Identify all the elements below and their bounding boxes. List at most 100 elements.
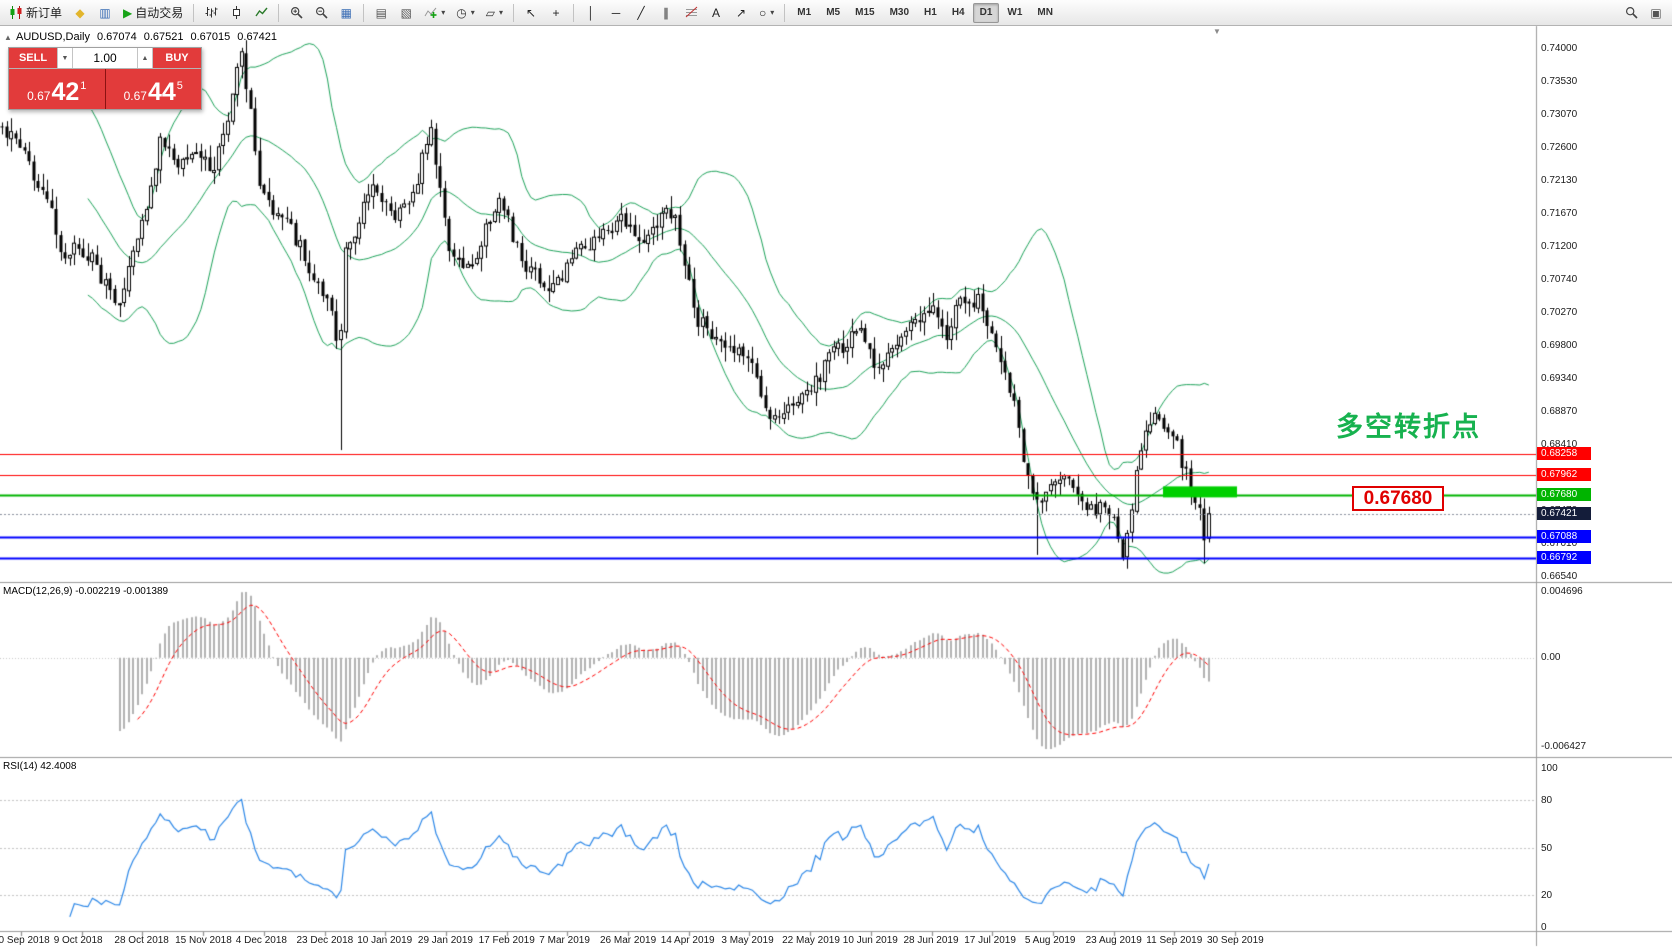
date-axis-label: 17 Feb 2019 <box>478 935 535 946</box>
toolbar-separator <box>784 3 786 22</box>
price-line-label: 0.66792 <box>1537 551 1591 564</box>
text-icon: A <box>712 5 721 20</box>
volume-input[interactable] <box>73 48 137 68</box>
search-button[interactable] <box>1619 2 1643 24</box>
vertical-line-button[interactable]: │ <box>579 2 603 24</box>
volume-down-button[interactable]: ▼ <box>57 48 73 68</box>
autotrading-button[interactable]: ▶ 自动交易 <box>118 2 188 24</box>
price-axis-tick: 0.71670 <box>1541 208 1578 219</box>
timeframe-h1-button[interactable]: H1 <box>924 7 937 18</box>
text-button[interactable]: A <box>704 2 728 24</box>
crosshair-icon: + <box>552 5 560 20</box>
date-axis-label: 11 Sep 2019 <box>1146 935 1203 946</box>
timeframe-h4-button[interactable]: H4 <box>951 7 965 18</box>
rsi-axis-label: 20 <box>1541 890 1553 901</box>
periods-button[interactable]: ◷ ▾ <box>451 2 480 24</box>
dropdown-caret-icon: ▾ <box>770 8 775 17</box>
collapse-trade-panel-icon[interactable]: ▲ <box>4 33 12 42</box>
candlestick-icon <box>230 6 243 19</box>
date-axis-label: 23 Dec 2018 <box>296 935 354 946</box>
trendline-button[interactable]: ╱ <box>629 2 653 24</box>
timeframe-m15-button[interactable]: M15 <box>855 7 875 18</box>
line-chart-icon <box>255 6 268 19</box>
horizontal-line-button[interactable]: ─ <box>604 2 628 24</box>
sell-price-main: 42 <box>51 78 80 106</box>
rsi-axis-label: 50 <box>1541 843 1553 854</box>
tile-windows-button[interactable]: ▤ <box>369 2 393 24</box>
cascade-windows-icon: ▧ <box>400 5 412 20</box>
channel-button[interactable]: ∥ <box>654 2 678 24</box>
rsi-axis-label: 80 <box>1541 795 1553 806</box>
toolbar-separator <box>573 3 575 22</box>
volume-up-button[interactable]: ▲ <box>137 48 153 68</box>
ohlc-bars-icon <box>205 6 218 19</box>
candle-chart-button[interactable] <box>224 2 248 24</box>
timeframe-w1-button[interactable]: W1 <box>1007 7 1023 18</box>
indicators-button[interactable]: ▾ <box>419 2 450 24</box>
price-axis-tick: 0.67010 <box>1541 538 1578 549</box>
metaeditor-button[interactable]: ◆ <box>68 2 92 24</box>
rsi-indicator-label: RSI(14) 42.4008 <box>3 761 77 772</box>
price-line-label: 0.68258 <box>1537 447 1591 460</box>
price-axis-tick: 0.73530 <box>1541 76 1578 87</box>
buy-price-pip: 5 <box>176 80 183 92</box>
add-indicator-icon <box>424 6 437 19</box>
autotrading-button-label: 自动交易 <box>135 6 184 20</box>
timeframe-mn-button[interactable]: MN <box>1037 7 1053 18</box>
macd-axis-label: 0.004696 <box>1541 586 1583 597</box>
dropdown-caret-icon: ▾ <box>441 8 446 17</box>
clock-icon: ◷ <box>456 5 467 20</box>
one-click-trading-panel: SELL ▼ ▲ BUY 0.67 42 1 0.67 44 5 <box>8 47 202 110</box>
timeframe-m5-button[interactable]: M5 <box>826 7 841 18</box>
date-axis-label: 30 Sep 2019 <box>1207 935 1264 946</box>
date-axis-label: 22 May 2019 <box>782 935 840 946</box>
ohlc-high: 0.67521 <box>143 31 184 43</box>
price-axis-tick: 0.71200 <box>1541 241 1578 252</box>
zoom-out-button[interactable] <box>309 2 333 24</box>
macd-axis-label: -0.006427 <box>1541 741 1587 752</box>
dropdown-caret-icon: ▾ <box>470 8 475 17</box>
zoom-in-icon <box>290 6 303 19</box>
cascade-windows-button[interactable]: ▧ <box>394 2 418 24</box>
channel-icon: ∥ <box>663 5 670 20</box>
chart-shift-marker-icon[interactable]: ▼ <box>1213 27 1221 36</box>
price-axis-tick: 0.70740 <box>1541 274 1578 285</box>
timeframe-d1-button[interactable]: D1 <box>972 2 1000 23</box>
ohlc-close: 0.67421 <box>237 31 278 43</box>
date-axis-label: 7 Mar 2019 <box>539 935 590 946</box>
timeframe-m30-button[interactable]: M30 <box>889 7 910 18</box>
annotation-level-flag: 0.67680 <box>1352 486 1444 511</box>
line-chart-button[interactable] <box>249 2 273 24</box>
templates-button[interactable]: ▱ ▾ <box>481 2 508 24</box>
date-axis-label: 10 Jan 2019 <box>357 935 413 946</box>
bar-chart-button[interactable] <box>199 2 223 24</box>
new-order-button[interactable]: 新订单 <box>4 2 67 24</box>
new-order-icon <box>9 6 23 19</box>
sell-button[interactable]: SELL <box>9 48 57 68</box>
arrows-button[interactable]: ↗ <box>729 2 753 24</box>
metaeditor-icon: ◆ <box>75 5 85 20</box>
layout-button[interactable]: ▣ <box>1644 2 1668 24</box>
shapes-button[interactable]: ○ ▾ <box>754 2 779 24</box>
fibonacci-button[interactable] <box>679 2 703 24</box>
timeframe-m1-button[interactable]: M1 <box>797 7 812 18</box>
symbols-button[interactable]: ▦ <box>334 2 358 24</box>
market-watch-button[interactable]: ▥ <box>93 2 117 24</box>
date-axis-label: 9 Oct 2018 <box>53 935 103 946</box>
buy-price-button[interactable]: 0.67 44 5 <box>105 69 201 109</box>
zoom-in-button[interactable] <box>284 2 308 24</box>
vertical-line-icon: │ <box>587 5 595 20</box>
sell-price-button[interactable]: 0.67 42 1 <box>9 69 105 109</box>
buy-button[interactable]: BUY <box>153 48 201 68</box>
toolbar: 新订单 ◆ ▥ ▶ 自动交易 ▦ ▤ ▧ ▾ ◷ ▾ ▱ ▾ ↖ + │ ─ ╱ ∥ A ↗ ○ ▾ M1 M5 M15 M30 H1… <box>0 0 1672 26</box>
template-icon: ▱ <box>485 5 496 20</box>
price-axis-tick: 0.68870 <box>1541 406 1578 417</box>
crosshair-button[interactable]: + <box>544 2 568 24</box>
date-axis-label: 29 Jan 2019 <box>417 935 473 946</box>
cursor-icon: ↖ <box>526 5 537 20</box>
cursor-button[interactable]: ↖ <box>519 2 543 24</box>
window-layout-icon: ▣ <box>1650 5 1662 20</box>
date-axis-label: 14 Apr 2019 <box>660 935 715 946</box>
